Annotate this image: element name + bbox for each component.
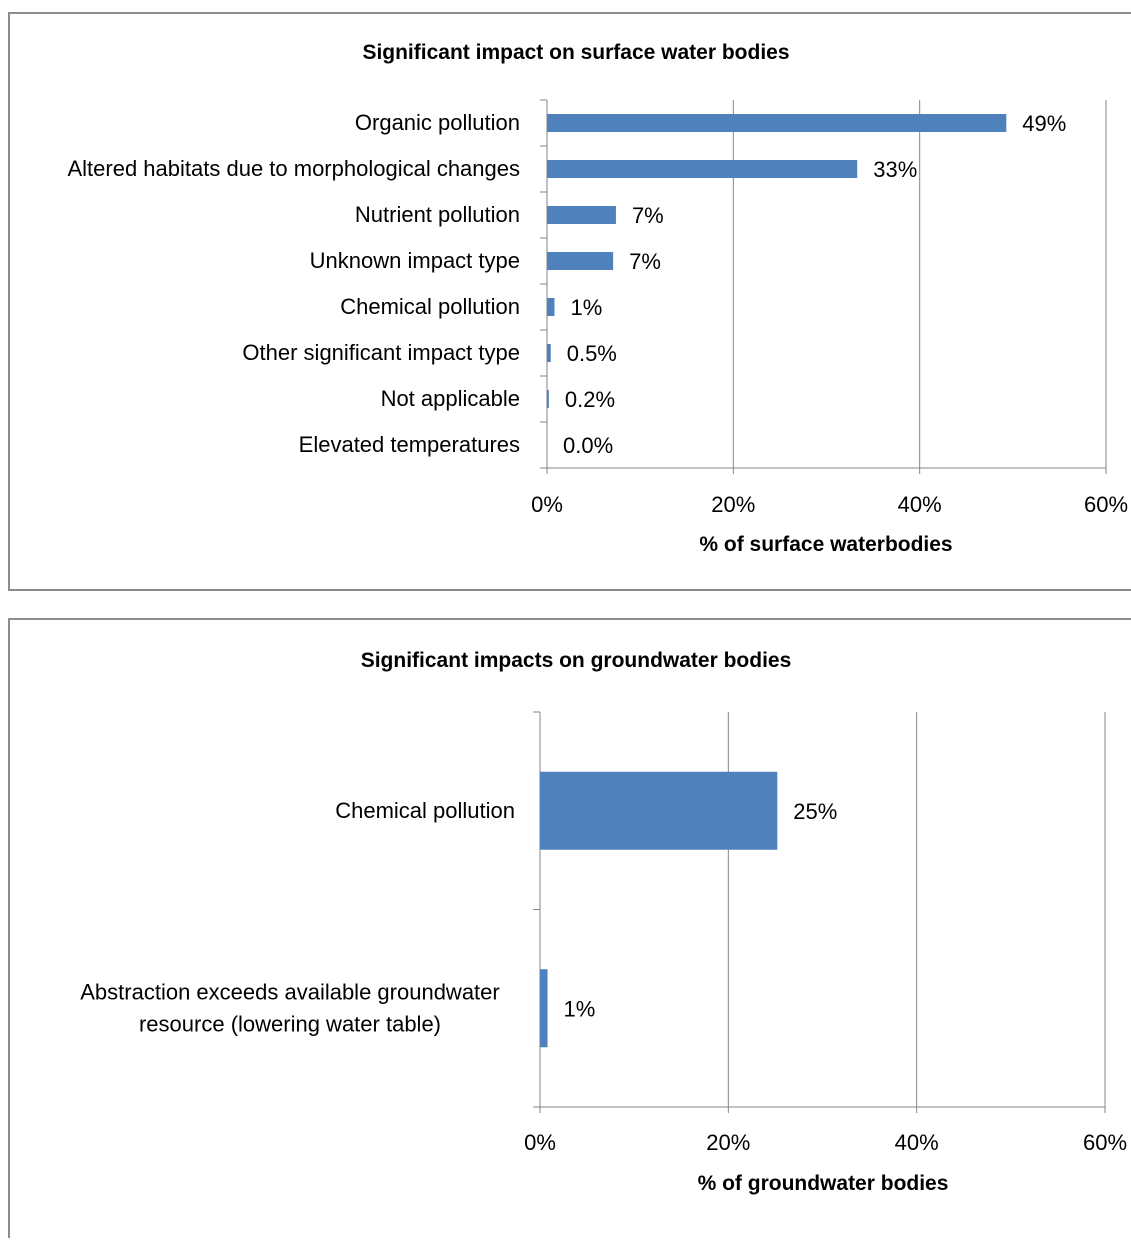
category-label-line: Abstraction exceeds available groundwate… (80, 979, 499, 1004)
bar (547, 252, 614, 270)
x-tick-label: 0% (531, 492, 563, 517)
bar (547, 114, 1007, 132)
category-label: Altered habitats due to morphological ch… (67, 156, 520, 181)
surface-water-chart: Significant impact on surface water bodi… (67, 41, 1128, 556)
data-label: 1% (570, 295, 602, 320)
groundwater-chart: Significant impacts on groundwater bodie… (80, 649, 1127, 1195)
x-axis-title: % of groundwater bodies (698, 1172, 949, 1195)
bar (547, 298, 555, 316)
data-label: 1% (564, 996, 596, 1021)
data-label: 0.0% (563, 433, 613, 458)
data-label: 33% (873, 157, 917, 182)
x-tick-label: 60% (1084, 492, 1128, 517)
category-label: Chemical pollution (340, 294, 520, 319)
bar (547, 344, 551, 362)
data-label: 25% (793, 799, 837, 824)
bar (547, 206, 616, 224)
x-tick-label: 20% (711, 492, 755, 517)
category-label: Chemical pollution (335, 798, 515, 823)
category-label: Elevated temperatures (299, 432, 520, 457)
bar (540, 969, 548, 1048)
category-label: Nutrient pollution (355, 202, 520, 227)
x-tick-label: 60% (1083, 1130, 1127, 1155)
data-label: 0.2% (565, 387, 615, 412)
bar (540, 771, 778, 850)
surface-water-chart-panel: Significant impact on surface water bodi… (8, 12, 1131, 591)
bar (547, 390, 549, 408)
category-label: Not applicable (381, 386, 520, 411)
data-label: 7% (632, 203, 664, 228)
groundwater-chart-panel: Significant impacts on groundwater bodie… (8, 618, 1131, 1238)
category-label-line: resource (lowering water table) (139, 1011, 441, 1036)
category-label: Abstraction exceeds available groundwate… (80, 979, 499, 1036)
data-label: 49% (1022, 111, 1066, 136)
x-tick-label: 40% (895, 1130, 939, 1155)
data-label: 0.5% (567, 341, 617, 366)
x-tick-label: 0% (524, 1130, 556, 1155)
data-label: 7% (629, 249, 661, 274)
x-tick-label: 40% (898, 492, 942, 517)
bar (547, 160, 858, 178)
x-tick-label: 20% (706, 1130, 750, 1155)
category-label: Organic pollution (355, 110, 520, 135)
category-label: Other significant impact type (242, 340, 520, 365)
chart-title: Significant impact on surface water bodi… (362, 41, 789, 64)
category-label: Unknown impact type (310, 248, 520, 273)
chart-title: Significant impacts on groundwater bodie… (361, 649, 792, 672)
x-axis-title: % of surface waterbodies (699, 533, 952, 556)
